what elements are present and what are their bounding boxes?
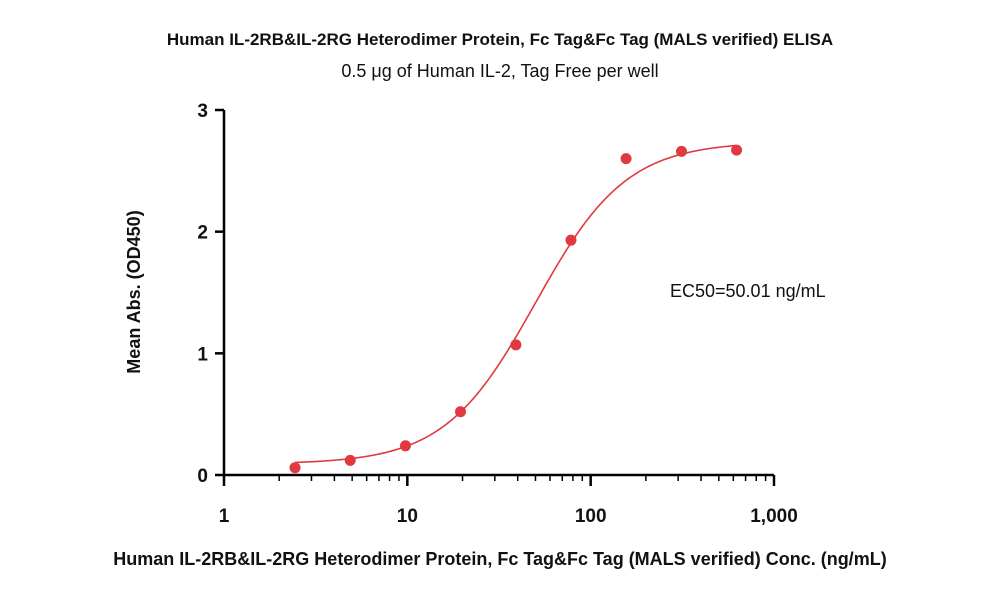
- ec50-annotation: EC50=50.01 ng/mL: [670, 281, 826, 301]
- data-point: [399, 440, 411, 452]
- y-tick-label: 1: [197, 344, 208, 365]
- data-point: [455, 406, 467, 418]
- fit-curve: [294, 144, 737, 464]
- x-tick-label: 100: [575, 506, 607, 527]
- fit-layer: [294, 144, 737, 464]
- chart-subtitle: 0.5 μg of Human IL-2, Tag Free per well: [341, 61, 659, 81]
- y-axis-label: Mean Abs. (OD450): [124, 210, 144, 373]
- y-tick-label: 2: [197, 223, 208, 244]
- x-axis-label: Human IL-2RB&IL-2RG Heterodimer Protein,…: [113, 549, 886, 569]
- data-point: [676, 145, 688, 157]
- x-tick-label: 1,000: [750, 506, 798, 527]
- data-point: [289, 462, 301, 474]
- data-point: [565, 234, 577, 246]
- data-point: [510, 339, 522, 351]
- points-layer: [289, 144, 743, 474]
- chart-title: Human IL-2RB&IL-2RG Heterodimer Protein,…: [166, 30, 834, 49]
- y-tick-label: 0: [197, 466, 208, 487]
- x-tick-label: 1: [219, 506, 230, 527]
- data-point: [620, 153, 632, 165]
- data-point: [731, 144, 743, 156]
- y-tick-label: 3: [197, 101, 208, 122]
- data-point: [344, 454, 356, 466]
- x-tick-label: 10: [397, 506, 418, 527]
